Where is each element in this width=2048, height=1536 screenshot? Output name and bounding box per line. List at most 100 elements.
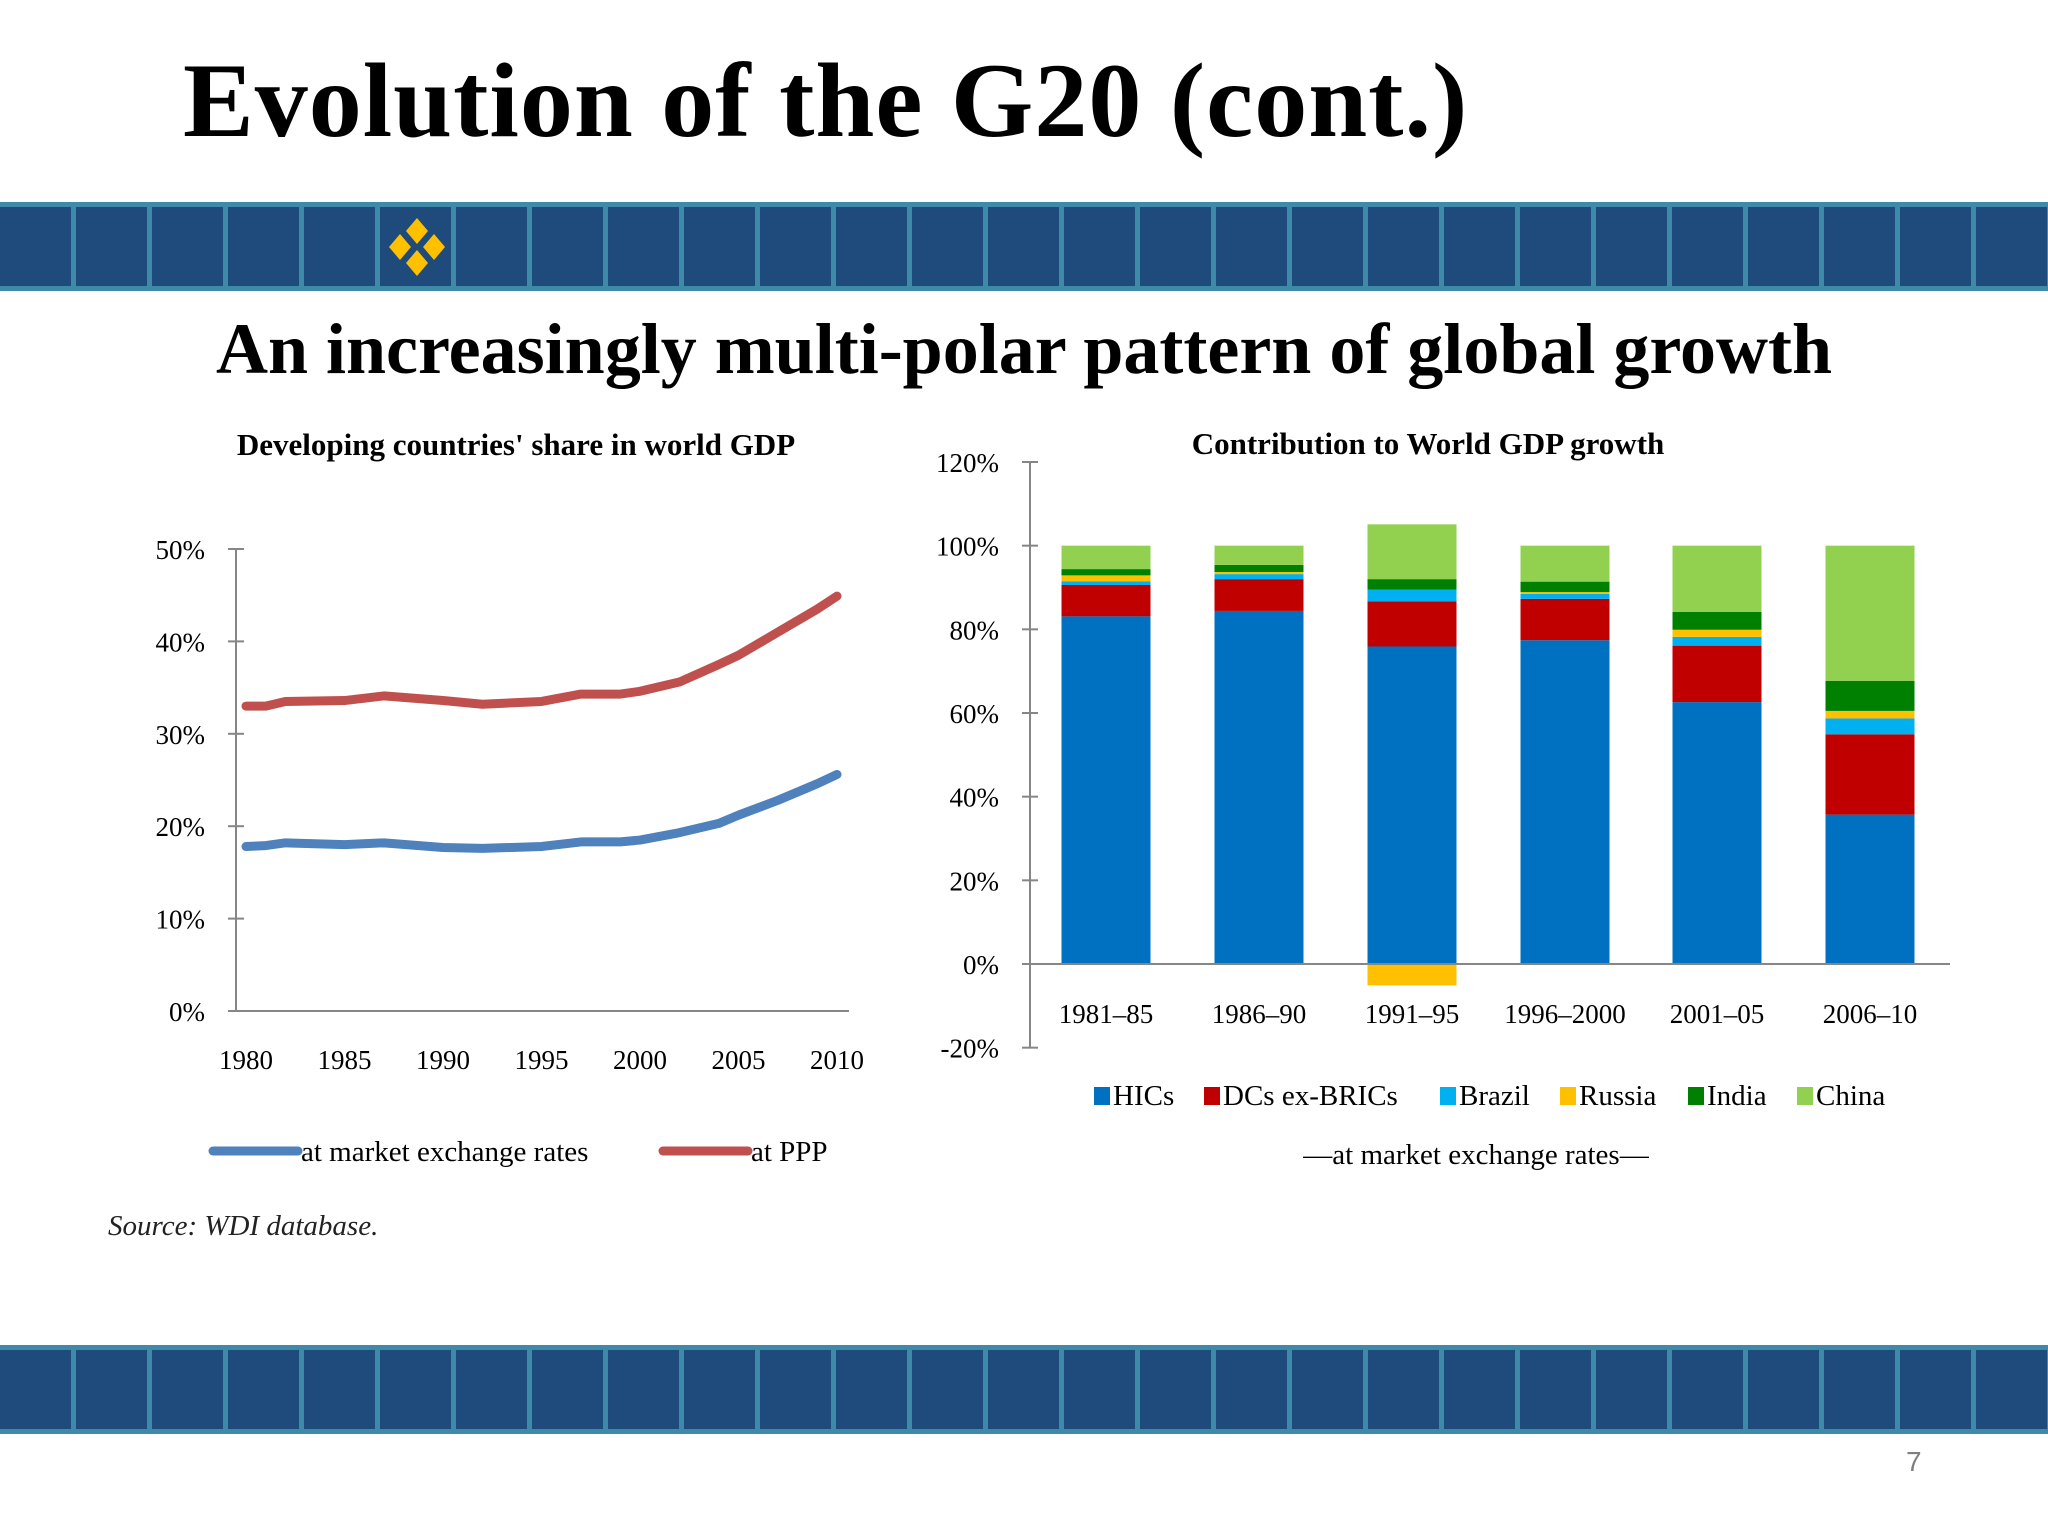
page-number: 7	[1906, 1446, 1922, 1477]
x-tick-label: 1980	[219, 1045, 273, 1075]
source-note: Source: WDI database.	[108, 1210, 379, 1242]
bar-segment-india	[1367, 579, 1457, 590]
legend-swatch	[1560, 1087, 1576, 1105]
banner-cell	[608, 1350, 679, 1429]
banner-cell	[456, 1350, 527, 1429]
bar-segment-brazil	[1214, 574, 1304, 580]
legend-label: Brazil	[1459, 1080, 1530, 1112]
bar-chart-subtitle: —at market exchange rates—	[1302, 1139, 1649, 1171]
x-tick-label: 1996–2000	[1504, 999, 1626, 1029]
bar-segment-india	[1061, 569, 1151, 576]
bar-segment-dcs-ex-brics	[1672, 645, 1762, 703]
y-tick-label: -20%	[941, 1034, 999, 1064]
bar-segment-china	[1520, 545, 1610, 582]
bar-segment-hics	[1061, 616, 1151, 964]
x-tick-label: 1986–90	[1212, 999, 1307, 1029]
y-tick-label: 40%	[950, 783, 1000, 813]
legend-swatch	[1688, 1087, 1704, 1105]
banner-cell	[1596, 207, 1667, 286]
top-banner	[0, 202, 2048, 291]
legend-swatch	[1440, 1087, 1456, 1105]
bar-segment-china	[1672, 545, 1762, 612]
bar-chart-title: Contribution to World GDP growth	[1192, 426, 1665, 461]
x-tick-label: 1985	[318, 1045, 372, 1075]
bar-segment-dcs-ex-brics	[1367, 601, 1457, 647]
banner-cell	[836, 1350, 907, 1429]
banner-cell	[1748, 207, 1819, 286]
y-tick-label: 30%	[156, 720, 206, 750]
banner-cell	[380, 1350, 451, 1429]
bar-segment-russia	[1367, 964, 1457, 986]
x-tick-label: 2006–10	[1823, 999, 1918, 1029]
bar-segment-india	[1825, 680, 1915, 711]
bar-segment-russia	[1061, 575, 1151, 582]
banner-cell	[1140, 1350, 1211, 1429]
four-diamonds-icon	[389, 218, 445, 276]
y-tick-label: 20%	[950, 866, 1000, 896]
bar-segment-china	[1825, 545, 1915, 681]
banner-cell	[1900, 1350, 1971, 1429]
banner-cell	[0, 207, 71, 286]
bar-segment-russia	[1672, 629, 1762, 637]
banner-cell	[1824, 1350, 1895, 1429]
series-line-market-rates	[241, 769, 842, 853]
banner-cell	[1672, 1350, 1743, 1429]
bar-segment-china	[1214, 545, 1304, 565]
bar-segment-brazil	[1672, 636, 1762, 646]
bar-segment-brazil	[1061, 581, 1151, 585]
banner-cell	[912, 207, 983, 286]
series-line-ppp	[241, 591, 842, 711]
banner-cell	[1976, 207, 2047, 286]
y-tick-label: 0%	[169, 997, 205, 1027]
banner-cell	[228, 207, 299, 286]
bar-segment-brazil	[1825, 718, 1915, 735]
line-chart: Developing countries' share in world GDP…	[156, 427, 865, 1168]
bar-segment-hics	[1520, 640, 1610, 964]
legend-swatch	[1094, 1087, 1110, 1105]
slide-subtitle: An increasingly multi-polar pattern of g…	[215, 309, 1833, 389]
x-tick-label: 2005	[712, 1045, 766, 1075]
banner-cell	[1216, 207, 1287, 286]
banner-cell	[1064, 1350, 1135, 1429]
banner-cell	[152, 1350, 223, 1429]
y-tick-label: 120%	[936, 448, 999, 478]
banner-cell	[1292, 207, 1363, 286]
legend-label: Russia	[1579, 1080, 1656, 1112]
banner-cell	[1520, 1350, 1591, 1429]
legend-swatch	[1204, 1087, 1220, 1105]
banner-cell	[608, 207, 679, 286]
banner-cell	[760, 1350, 831, 1429]
banner-cell	[684, 1350, 755, 1429]
banner-cell	[152, 207, 223, 286]
x-tick-label: 1991–95	[1365, 999, 1460, 1029]
y-tick-label: 20%	[156, 812, 206, 842]
y-tick-label: 80%	[950, 615, 1000, 645]
banner-cell	[1064, 207, 1135, 286]
y-tick-label: 50%	[156, 535, 206, 565]
y-tick-label: 100%	[936, 532, 999, 562]
banner-cell	[1900, 207, 1971, 286]
banner-cell	[1748, 1350, 1819, 1429]
banner-cell	[532, 1350, 603, 1429]
legend-label: DCs ex-BRICs	[1223, 1080, 1398, 1112]
bar-segment-china	[1367, 524, 1457, 580]
bar-segment-russia	[1520, 592, 1610, 594]
banner-cell	[456, 207, 527, 286]
banner-cell	[988, 207, 1059, 286]
legend-label: at PPP	[751, 1136, 828, 1168]
banner-cell	[760, 207, 831, 286]
line-chart-title: Developing countries' share in world GDP	[237, 427, 795, 462]
legend-swatch	[1797, 1087, 1813, 1105]
banner-cell	[1672, 207, 1743, 286]
banner-cell	[1824, 207, 1895, 286]
x-tick-label: 2001–05	[1670, 999, 1765, 1029]
bar-segment-dcs-ex-brics	[1825, 734, 1915, 815]
bar-segment-hics	[1825, 814, 1915, 964]
banner-cell	[304, 1350, 375, 1429]
banner-cell	[912, 1350, 983, 1429]
legend-label: China	[1816, 1080, 1885, 1112]
banner-cell	[1292, 1350, 1363, 1429]
banner-cell	[684, 207, 755, 286]
bar-segment-russia	[1825, 710, 1915, 719]
bar-segment-india	[1520, 581, 1610, 593]
